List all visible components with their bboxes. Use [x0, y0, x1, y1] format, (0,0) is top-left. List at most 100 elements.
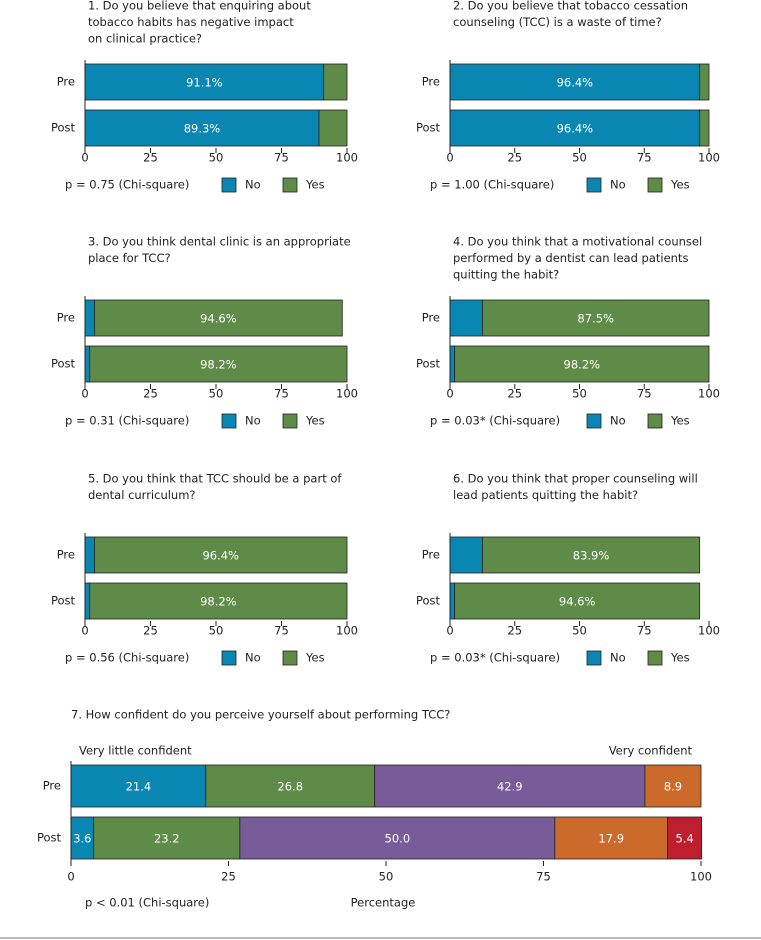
legend-swatch: [282, 177, 298, 193]
x-tick-label: 100: [698, 151, 720, 165]
bar-segment: [449, 63, 701, 101]
legend-label: Yes: [305, 178, 325, 192]
chart-title: 2. Do you believe that tobacco cessation: [453, 0, 688, 13]
legend-label: Yes: [670, 414, 690, 428]
value-label: 94.6%: [559, 595, 596, 609]
category-label: Pre: [57, 311, 75, 325]
bar-segment: [449, 299, 483, 337]
value-label: 89.3%: [184, 122, 221, 136]
value-label: 23.2: [154, 832, 180, 846]
chart-title: 7. How confident do you perceive yoursel…: [71, 708, 450, 722]
legend-swatch: [647, 413, 663, 429]
legend-label: No: [245, 414, 261, 428]
x-tick-label: 75: [274, 624, 289, 638]
bar-segment: [699, 109, 710, 147]
bar-segment: [318, 109, 348, 147]
x-tick-label: 75: [274, 387, 289, 401]
legend-swatch: [586, 650, 602, 666]
value-label: 50.0: [385, 832, 411, 846]
bar-segment: [89, 582, 348, 620]
x-tick-label: 50: [209, 624, 224, 638]
value-label: 5.4: [675, 832, 693, 846]
legend-label: Yes: [670, 178, 690, 192]
legend-label: Yes: [305, 414, 325, 428]
bar-segment: [554, 816, 669, 860]
legend-label: Yes: [305, 651, 325, 665]
category-label: Pre: [57, 75, 75, 89]
category-label: Post: [416, 594, 441, 608]
category-label: Pre: [422, 311, 440, 325]
x-tick-label: 25: [507, 387, 522, 401]
value-label: 17.9: [598, 832, 624, 846]
bar-segment: [699, 63, 710, 101]
x-tick-label: 25: [143, 624, 158, 638]
bar-segment: [449, 582, 456, 620]
bar-segment: [323, 63, 348, 101]
bar-segment: [94, 536, 348, 574]
legend-swatch: [221, 413, 237, 429]
bar-segment: [70, 764, 207, 808]
p-value: p = 0.03* (Chi-square): [430, 651, 560, 665]
category-label: Post: [416, 121, 441, 135]
bar-segment: [481, 299, 710, 337]
legend-swatch: [586, 177, 602, 193]
x-axis-label: Percentage: [351, 896, 416, 910]
bar-segment: [454, 582, 701, 620]
category-label: Post: [51, 594, 76, 608]
value-label: 21.4: [126, 780, 152, 794]
bar-segment: [94, 299, 343, 337]
x-tick-label: 100: [336, 151, 358, 165]
category-label: Pre: [422, 75, 440, 89]
bar-segment: [449, 345, 456, 383]
value-label: 87.5%: [577, 312, 614, 326]
value-label: 42.9: [497, 780, 523, 794]
legend-swatch: [647, 650, 663, 666]
x-tick-label: 0: [67, 870, 74, 884]
p-value: p < 0.01 (Chi-square): [85, 896, 209, 910]
legend-label: No: [610, 414, 626, 428]
p-value: p = 0.75 (Chi-square): [65, 178, 189, 192]
category-label: Post: [416, 357, 441, 371]
chart-title: 1. Do you believe that enquiring about: [88, 0, 311, 13]
x-tick-label: 75: [274, 151, 289, 165]
value-label: 26.8: [277, 780, 303, 794]
chart-title: counseling (TCC) is a waste of time?: [453, 15, 662, 29]
x-tick-label: 50: [572, 624, 587, 638]
left-label: Very little confident: [79, 744, 192, 758]
chart-title: dental curriculum?: [88, 488, 196, 502]
bar-segment: [89, 345, 348, 383]
bar-segment: [84, 299, 95, 337]
bar-segment: [84, 345, 91, 383]
x-tick-label: 75: [637, 151, 652, 165]
legend-label: No: [245, 178, 261, 192]
x-tick-label: 50: [379, 870, 394, 884]
bar-segment: [667, 816, 703, 860]
category-label: Pre: [422, 548, 440, 562]
bar-segment: [205, 764, 376, 808]
chart-title: tobacco habits has negative impact: [88, 15, 294, 29]
legend-swatch: [282, 650, 298, 666]
x-tick-label: 50: [572, 387, 587, 401]
p-value: p = 0.56 (Chi-square): [65, 651, 189, 665]
bar-segment: [449, 536, 483, 574]
x-tick-label: 0: [446, 151, 453, 165]
chart-title: place for TCC?: [88, 251, 171, 265]
chart-title: 3. Do you think dental clinic is an appr…: [88, 235, 351, 249]
x-tick-label: 75: [536, 870, 551, 884]
x-tick-label: 100: [336, 387, 358, 401]
category-label: Post: [51, 357, 76, 371]
value-label: 98.2%: [564, 358, 601, 372]
chart-title: 6. Do you think that proper counseling w…: [453, 472, 698, 486]
bar-segment: [84, 582, 91, 620]
bar-segment: [239, 816, 556, 860]
chart-title: quitting the habit?: [453, 268, 559, 282]
chart-title: performed by a dentist can lead patients: [453, 251, 688, 265]
right-label: Very confident: [609, 744, 693, 758]
x-tick-label: 0: [446, 624, 453, 638]
bar-segment: [84, 109, 320, 147]
legend-label: No: [245, 651, 261, 665]
bar-segment: [454, 345, 710, 383]
bar-segment: [84, 536, 95, 574]
value-label: 98.2%: [200, 358, 237, 372]
value-label: 96.4%: [557, 122, 594, 136]
